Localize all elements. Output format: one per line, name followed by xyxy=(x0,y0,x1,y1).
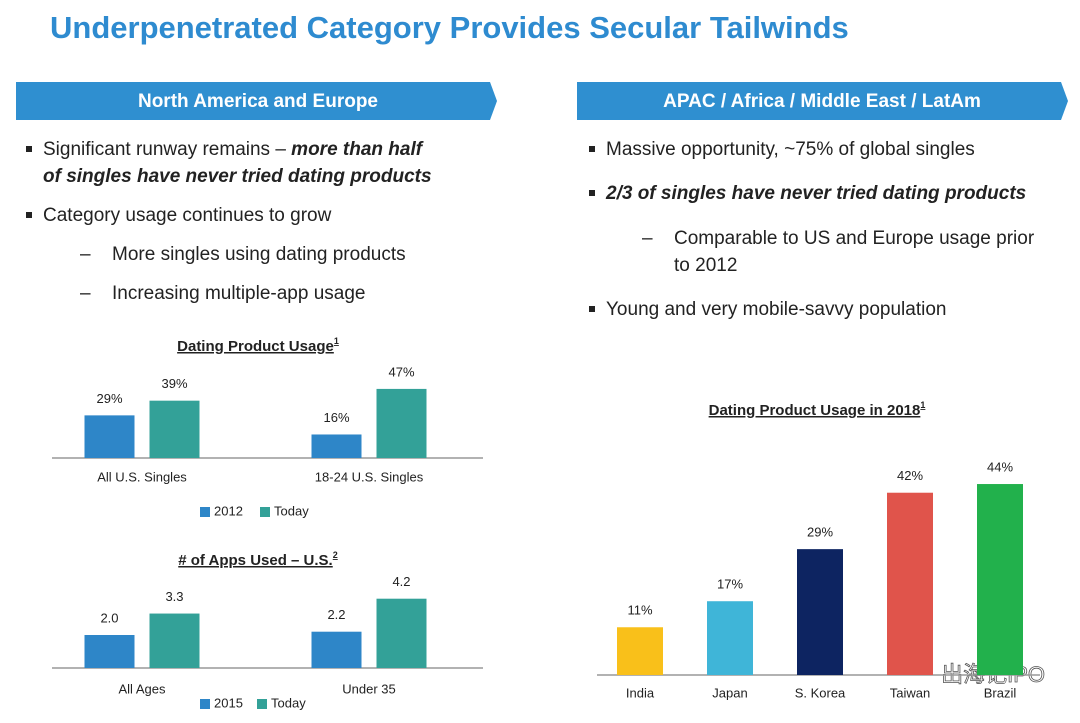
text: Significant runway remains – xyxy=(43,139,291,160)
x-tick-label: All Ages xyxy=(119,681,166,696)
dash: – xyxy=(80,283,91,304)
value-label: 2.2 xyxy=(327,607,345,622)
value-label: 3.3 xyxy=(165,589,183,604)
bar xyxy=(149,613,200,668)
legend-label: Today xyxy=(274,503,309,518)
value-label: 2.0 xyxy=(100,610,118,625)
bar xyxy=(84,415,135,458)
value-label: 42% xyxy=(897,468,923,483)
bullet-text: Category usage continues to grow xyxy=(43,205,332,226)
value-label: 29% xyxy=(96,391,122,406)
legend-swatch xyxy=(260,507,270,517)
footnote: 1 xyxy=(920,400,925,410)
value-label: 47% xyxy=(388,364,414,379)
dash: – xyxy=(642,228,653,249)
bar xyxy=(977,484,1023,675)
bar xyxy=(84,635,135,668)
value-label: 16% xyxy=(323,410,349,425)
x-tick-label: All U.S. Singles xyxy=(97,469,187,484)
chart-title: Dating Product Usage1 xyxy=(177,336,339,355)
header-box xyxy=(16,82,497,120)
bullet-text: Significant runway remains – more than h… xyxy=(43,139,424,160)
legend-swatch xyxy=(257,699,267,709)
footnote: 2 xyxy=(333,550,338,560)
bar xyxy=(617,627,663,675)
x-tick-label: Japan xyxy=(712,685,747,700)
value-label: 17% xyxy=(717,577,743,592)
bullet xyxy=(26,212,32,218)
dash: – xyxy=(80,244,91,265)
x-tick-label: Brazil xyxy=(984,685,1017,700)
legend-label: 2012 xyxy=(214,503,243,518)
sub-bullet: More singles using dating products xyxy=(112,244,406,265)
bullet xyxy=(26,146,32,152)
sub-bullet: Comparable to US and Europe usage prior xyxy=(674,228,1035,249)
title-text: Dating Product Usage in 2018 xyxy=(709,402,921,419)
legend-label: Today xyxy=(271,695,306,710)
value-label: 4.2 xyxy=(392,574,410,589)
left-header: North America and Europe xyxy=(138,91,378,112)
emphasis: more than half xyxy=(291,139,424,160)
value-label: 44% xyxy=(987,459,1013,474)
bullet xyxy=(589,190,595,196)
legend-label: 2015 xyxy=(214,695,243,710)
title-text: Dating Product Usage xyxy=(177,338,334,355)
bar xyxy=(311,434,362,458)
x-tick-label: India xyxy=(626,685,655,700)
bar xyxy=(376,388,427,458)
bar xyxy=(311,631,362,668)
bar xyxy=(149,400,200,458)
bullet-text: Young and very mobile-savvy population xyxy=(606,299,946,320)
sub-bullet: Increasing multiple-app usage xyxy=(112,283,366,304)
bullet-text: 2/3 of singles have never tried dating p… xyxy=(605,183,1026,204)
bar xyxy=(887,492,933,675)
chart-title: Dating Product Usage in 20181 xyxy=(709,400,926,419)
footnote: 1 xyxy=(334,336,339,346)
legend-swatch xyxy=(200,507,210,517)
x-tick-label: S. Korea xyxy=(795,685,846,700)
title-text: # of Apps Used – U.S. xyxy=(178,552,332,569)
right-header: APAC / Africa / Middle East / LatAm xyxy=(663,91,981,112)
x-tick-label: 18-24 U.S. Singles xyxy=(315,469,424,484)
header-box xyxy=(577,82,1068,120)
bar xyxy=(376,598,427,668)
x-tick-label: Taiwan xyxy=(890,685,930,700)
sub-bullet: to 2012 xyxy=(674,255,737,276)
emphasis: of singles have never tried dating produ… xyxy=(43,166,432,187)
bullet-text: Massive opportunity, ~75% of global sing… xyxy=(606,139,975,160)
slide-title: Underpenetrated Category Provides Secula… xyxy=(50,10,849,45)
bullet xyxy=(589,146,595,152)
bar xyxy=(707,601,753,675)
bullet xyxy=(589,306,595,312)
value-label: 11% xyxy=(627,603,652,618)
bar xyxy=(797,549,843,675)
value-label: 39% xyxy=(161,376,187,391)
value-label: 29% xyxy=(807,525,833,540)
chart-title: # of Apps Used – U.S.2 xyxy=(178,550,338,569)
legend-swatch xyxy=(200,699,210,709)
x-tick-label: Under 35 xyxy=(342,681,395,696)
